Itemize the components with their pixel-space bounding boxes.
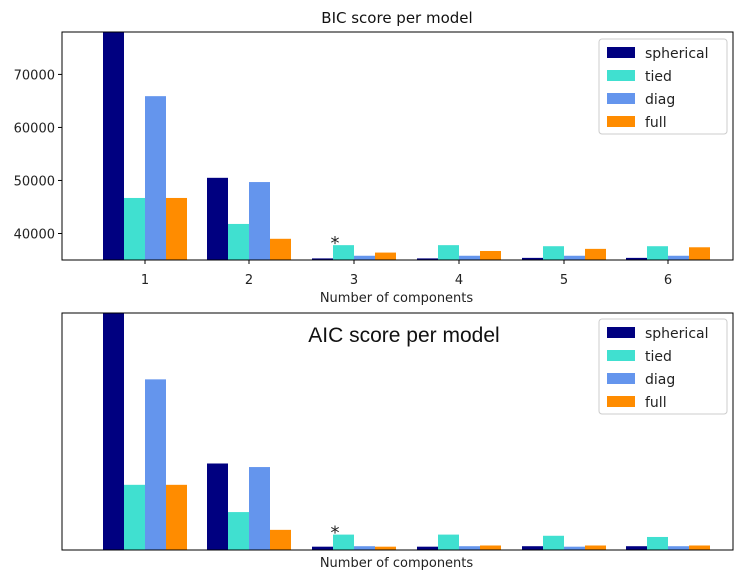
bar-full-4 <box>480 545 501 550</box>
bar-diag-1 <box>145 379 166 550</box>
bar-spherical-1 <box>103 32 124 260</box>
legend-label-diag: diag <box>645 372 675 388</box>
bar-spherical-1 <box>103 313 124 550</box>
legend-swatch-diag <box>607 93 635 104</box>
bar-full-2 <box>270 529 291 550</box>
bar-diag-2 <box>249 182 270 260</box>
bar-full-4 <box>480 250 501 260</box>
y-tick-label: 50000 <box>14 174 55 189</box>
bar-tied-2 <box>228 223 249 260</box>
bar-full-1 <box>166 197 187 260</box>
x-tick-label: 2 <box>245 273 253 288</box>
bar-full-2 <box>270 238 291 260</box>
legend-swatch-tied <box>607 70 635 81</box>
legend-swatch-tied <box>607 350 635 361</box>
plot-frame <box>61 31 734 261</box>
bar-full-1 <box>166 484 187 550</box>
best-model-marker: * <box>331 523 340 544</box>
bar-tied-5 <box>543 246 564 260</box>
bar-spherical-6 <box>626 257 647 260</box>
chart-title: BIC score per model <box>321 9 472 27</box>
legend-label-spherical: spherical <box>645 326 708 342</box>
bar-diag-5 <box>564 546 585 550</box>
aic-chart: AIC score per model Number of components *… <box>61 312 734 571</box>
legend-label-tied: tied <box>645 69 672 85</box>
legend-box <box>598 318 728 415</box>
bar-full-3 <box>375 252 396 260</box>
bar-full-5 <box>585 545 606 550</box>
x-axis-label: Number of components <box>320 291 474 306</box>
legend-swatch-full <box>607 116 635 127</box>
bar-tied-5 <box>543 535 564 550</box>
legend-swatch-diag <box>607 373 635 384</box>
legend-swatch-spherical <box>607 47 635 58</box>
bar-tied-3 <box>333 245 354 260</box>
bars <box>103 32 710 260</box>
bars <box>103 313 710 550</box>
bar-tied-6 <box>647 536 668 550</box>
bar-tied-3 <box>333 534 354 550</box>
bar-spherical-4 <box>417 546 438 550</box>
x-tick-label: 5 <box>560 273 568 288</box>
best-model-marker: * <box>331 233 340 254</box>
bar-tied-4 <box>438 245 459 260</box>
bar-diag-6 <box>668 546 689 550</box>
x-tick-label: 3 <box>350 273 358 288</box>
bar-diag-2 <box>249 467 270 550</box>
bar-full-3 <box>375 546 396 550</box>
bar-diag-3 <box>354 255 375 260</box>
legend-swatch-spherical <box>607 327 635 338</box>
bar-spherical-3 <box>312 258 333 260</box>
bar-tied-1 <box>124 484 145 550</box>
legend-label-spherical: spherical <box>645 46 708 62</box>
legend-label-tied: tied <box>645 349 672 365</box>
legend-label-full: full <box>645 395 667 411</box>
bic-chart: BIC score per model 1 2 3 4 5 6 40000 50000 60000… <box>14 9 734 306</box>
legend-box <box>598 38 728 135</box>
bar-spherical-2 <box>207 177 228 260</box>
bar-diag-1 <box>145 96 166 260</box>
bar-spherical-6 <box>626 546 647 550</box>
bar-diag-3 <box>354 546 375 550</box>
bar-diag-4 <box>459 546 480 550</box>
bar-full-6 <box>689 545 710 550</box>
plot-frame <box>61 312 734 551</box>
bar-tied-1 <box>124 197 145 260</box>
x-tick-label: 6 <box>664 273 672 288</box>
y-tick-label: 70000 <box>14 68 55 83</box>
bar-diag-6 <box>668 255 689 260</box>
x-tick-label: 4 <box>455 273 463 288</box>
y-tick-label: 40000 <box>14 227 55 242</box>
bar-tied-2 <box>228 512 249 550</box>
bar-spherical-5 <box>522 257 543 260</box>
bar-spherical-3 <box>312 546 333 550</box>
legend: spherical tied diag full <box>598 38 728 135</box>
legend: spherical tied diag full <box>598 318 728 415</box>
legend-swatch-full <box>607 396 635 407</box>
bar-spherical-4 <box>417 258 438 260</box>
chart-title: AIC score per model <box>308 324 499 347</box>
bar-full-5 <box>585 248 606 260</box>
bar-tied-6 <box>647 246 668 260</box>
y-tick-label: 60000 <box>14 121 55 136</box>
legend-label-diag: diag <box>645 92 675 108</box>
legend-label-full: full <box>645 115 667 131</box>
bar-diag-4 <box>459 255 480 260</box>
bar-spherical-5 <box>522 546 543 550</box>
bar-spherical-2 <box>207 463 228 550</box>
x-axis-label: Number of components <box>320 556 474 571</box>
bar-diag-5 <box>564 255 585 260</box>
bar-full-6 <box>689 247 710 260</box>
bar-tied-4 <box>438 534 459 550</box>
x-tick-label: 1 <box>141 273 149 288</box>
